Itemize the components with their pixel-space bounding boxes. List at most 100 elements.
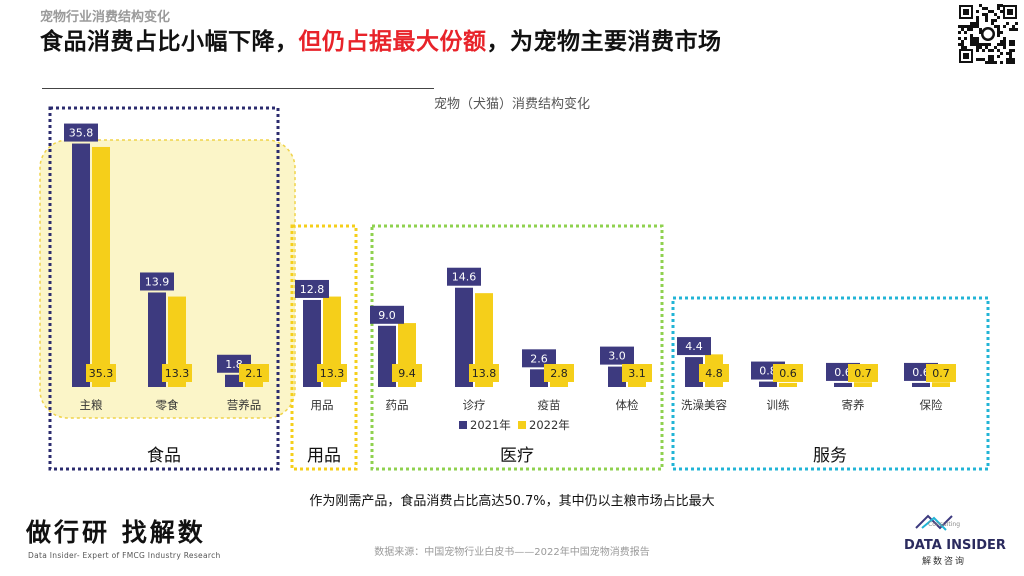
value-label-2022: 0.7 — [854, 367, 872, 380]
value-label-bg-2021 — [140, 272, 174, 291]
value-label-bg-2022 — [848, 364, 878, 382]
category-label: 主粮 — [80, 398, 103, 412]
value-label-bg-2022 — [699, 364, 729, 382]
bar-2022 — [92, 146, 110, 387]
bar-2022 — [932, 382, 950, 387]
category-label: 零食 — [156, 398, 179, 412]
value-label-2021: 14.6 — [452, 271, 477, 284]
category-label: 疫苗 — [538, 398, 561, 412]
title-divider — [42, 88, 434, 89]
value-label-bg-2022 — [926, 364, 956, 382]
headline-part2: ，为宠物主要消费市场 — [486, 29, 722, 55]
group-box-supplies — [290, 224, 358, 471]
value-label-2022: 13.8 — [472, 367, 497, 380]
data-source: 数据来源：中国宠物行业白皮书——2022年中国宠物消费报告 — [374, 547, 650, 558]
value-label-2022: 4.8 — [705, 367, 723, 380]
category-label: 保险 — [920, 398, 943, 412]
logo-cn: 解数咨询 — [922, 555, 966, 567]
value-label-2022: 2.8 — [550, 367, 568, 380]
value-label-bg-2021 — [295, 279, 329, 298]
value-label-2021: 2.6 — [530, 352, 548, 365]
value-label-bg-2021 — [677, 337, 711, 356]
brand-tagline: Data Insider- Expert of FMCG Industry Re… — [28, 551, 221, 560]
value-label-bg-2021 — [64, 123, 98, 142]
bar-2022 — [854, 382, 872, 387]
bar-2021 — [759, 381, 777, 387]
bar-2021 — [378, 325, 396, 387]
value-label-2022: 9.4 — [398, 367, 416, 380]
value-label-bg-2022 — [239, 364, 269, 382]
value-label-bg-2022 — [392, 364, 422, 382]
category-label: 体检 — [616, 398, 639, 412]
category-label: 营养品 — [227, 398, 262, 412]
bar-2021 — [608, 366, 626, 387]
legend-label: 2022年 — [529, 418, 570, 432]
legend-swatch — [518, 421, 526, 429]
legend-swatch — [459, 421, 467, 429]
value-label-bg-2021 — [600, 346, 634, 365]
page-subtitle: 宠物行业消费结构变化 — [40, 10, 171, 25]
bar-2022 — [475, 293, 493, 387]
category-label: 寄养 — [842, 398, 865, 412]
group-label: 用品 — [307, 446, 341, 466]
category-label: 诊疗 — [463, 398, 486, 412]
bar-2021 — [530, 369, 548, 387]
value-label-bg-2022 — [86, 364, 116, 382]
legend-label: 2021年 — [470, 418, 511, 432]
value-label-bg-2021 — [370, 305, 404, 324]
value-label-bg-2022 — [773, 364, 803, 382]
value-label-bg-2021 — [522, 349, 556, 368]
value-label-2022: 13.3 — [165, 367, 190, 380]
value-label-2022: 3.1 — [628, 367, 646, 380]
value-label-2022: 0.7 — [932, 367, 950, 380]
headline-highlight: 但仍占据最大份额 — [298, 29, 487, 55]
group-box-medical — [370, 224, 664, 471]
value-label-2021: 13.9 — [145, 275, 170, 288]
value-label-2021: 3.0 — [608, 350, 626, 363]
value-label-2021: 35.8 — [69, 127, 94, 140]
value-label-2021: 1.8 — [225, 358, 243, 371]
chart-title: 宠物（犬猫）消费结构变化 — [434, 96, 590, 112]
bar-2021 — [834, 382, 852, 387]
logo-small-text: Consulting — [928, 521, 960, 528]
value-label-bg-2022 — [162, 364, 192, 382]
value-label-2021: 0.8 — [759, 365, 777, 378]
bar-2022 — [779, 382, 797, 387]
category-label: 用品 — [311, 398, 334, 412]
value-label-bg-2022 — [544, 364, 574, 382]
bar-2021 — [225, 374, 243, 387]
value-label-bg-2021 — [447, 267, 481, 286]
category-label: 训练 — [767, 398, 790, 412]
category-groups: 食品 用品 医疗 服务 — [39, 106, 990, 471]
value-label-2021: 4.4 — [685, 340, 703, 353]
bar-2021 — [685, 357, 703, 387]
value-label-2022: 13.3 — [320, 367, 345, 380]
brand-slogan: 做行研 找解数 — [26, 518, 206, 547]
value-label-2021: 0.6 — [912, 366, 930, 379]
data-insider-logo-icon: Consulting DATA INSIDER 解数咨询 — [904, 514, 1006, 567]
bar-2021 — [148, 292, 166, 387]
category-label: 洗澡美容 — [681, 398, 727, 412]
category-label: 药品 — [386, 398, 409, 412]
value-label-2021: 0.6 — [834, 366, 852, 379]
bar-2021 — [72, 143, 90, 387]
logo-name: DATA INSIDER — [904, 538, 1006, 553]
group-box-food — [48, 106, 280, 471]
value-label-2022: 35.3 — [89, 367, 114, 380]
group-label: 医疗 — [500, 446, 534, 466]
value-label-2021: 12.8 — [300, 283, 325, 296]
group-label: 服务 — [813, 446, 847, 466]
value-label-bg-2022 — [622, 364, 652, 382]
bar-2021 — [912, 382, 930, 387]
group-label: 食品 — [147, 446, 181, 466]
value-label-bg-2022 — [317, 364, 347, 382]
bar-2021 — [303, 299, 321, 387]
logo-mark — [915, 514, 953, 531]
value-label-bg-2022 — [469, 364, 499, 382]
bars: 35.8 35.3 主粮 13.9 13.3 零食 1.82.1 营养品 12.8 13.3 用品 9… — [64, 123, 956, 412]
group-box-service — [671, 296, 990, 471]
chart-footnote: 作为刚需产品，食品消费占比高达50.7%，其中仍以主粮市场占比最大 — [309, 494, 715, 509]
value-label-2022: 0.6 — [779, 367, 797, 380]
chart-legend: 2021年 2022年 — [459, 418, 570, 432]
value-label-2022: 2.1 — [245, 367, 263, 380]
